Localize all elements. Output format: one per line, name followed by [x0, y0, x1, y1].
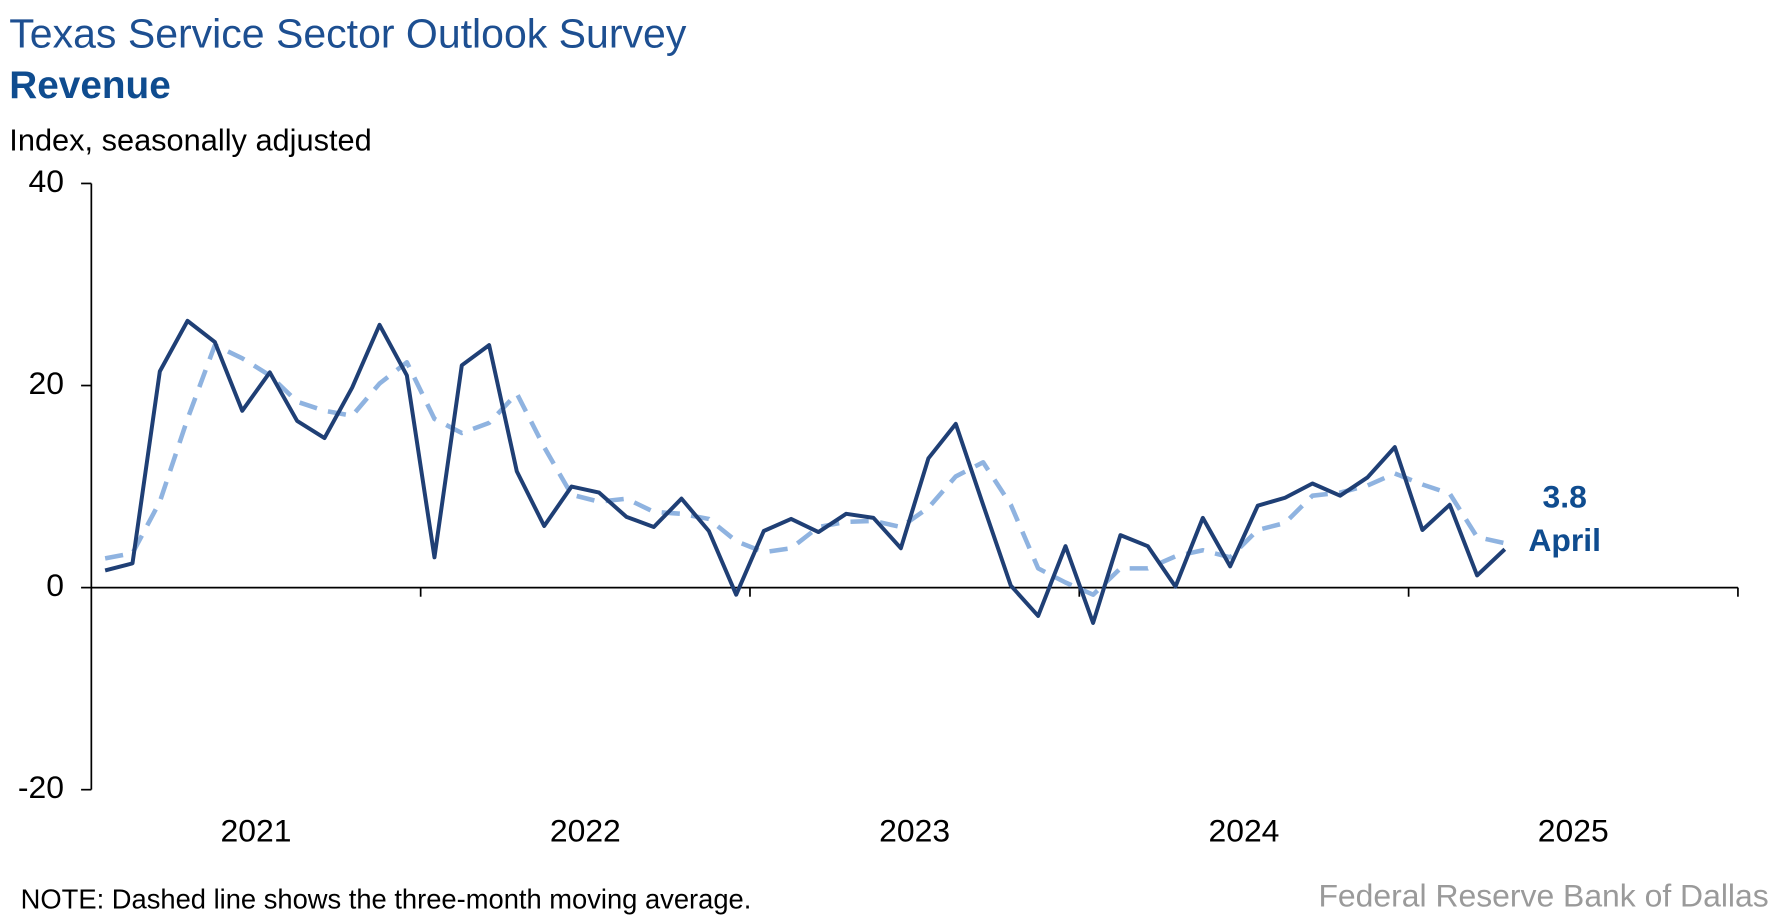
x-tick-label: 2025	[1538, 812, 1609, 848]
note: NOTE: Dashed line shows the three-month …	[21, 884, 752, 915]
x-tick-label: 2022	[550, 812, 621, 848]
source: Federal Reserve Bank of Dallas	[1318, 877, 1768, 913]
chart-subtitle: Revenue	[9, 64, 170, 107]
y-axis-label: Index, seasonally adjusted	[9, 123, 371, 158]
x-tick-label: 2023	[879, 812, 950, 848]
y-tick-label: 20	[29, 365, 64, 401]
data-line	[104, 318, 1507, 625]
annotation: April	[1528, 522, 1601, 558]
x-tick-label: 2024	[1208, 812, 1279, 848]
chart-title: Texas Service Sector Outlook Survey	[9, 10, 687, 56]
annotation: 3.8	[1543, 479, 1587, 515]
x-tick-label: 2021	[221, 812, 292, 848]
y-tick-label: -20	[18, 769, 64, 805]
y-tick-label: 40	[29, 163, 64, 199]
y-tick-label: 0	[46, 567, 64, 603]
moving-average-line	[104, 342, 1506, 597]
